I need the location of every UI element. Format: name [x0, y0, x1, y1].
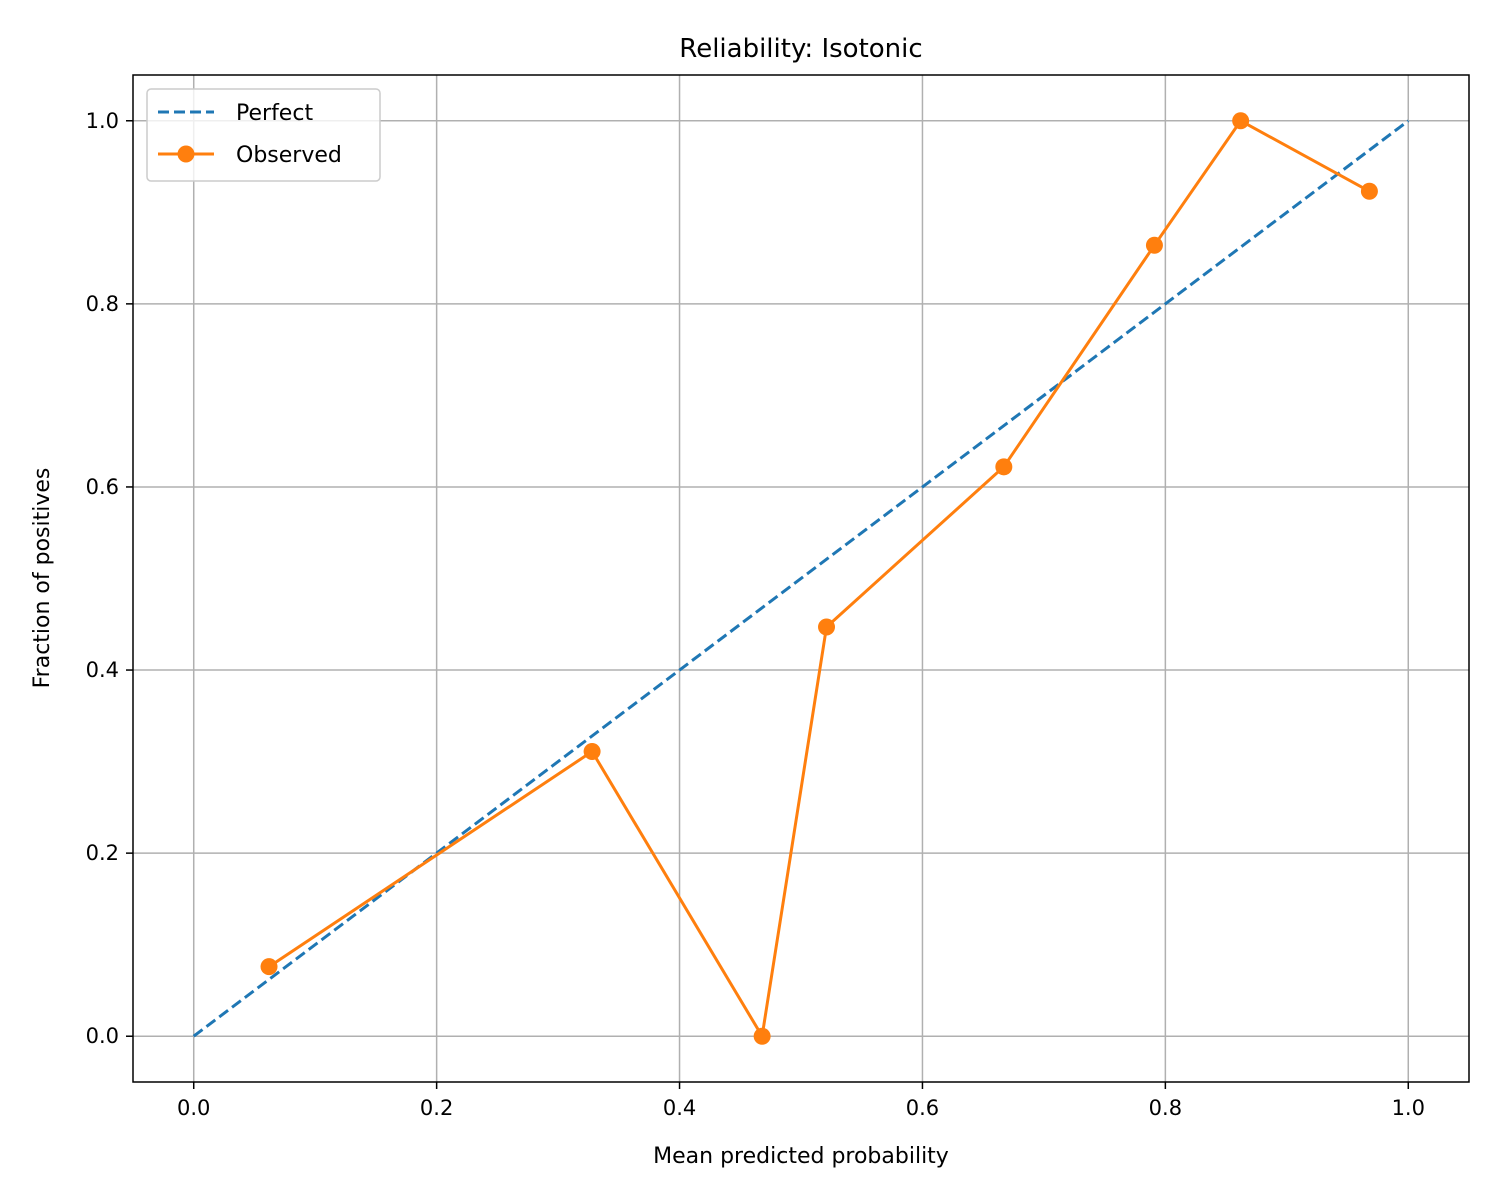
axis-ticks: 0.0 0.2 0.4 0.6 0.8 1.0 0.0 0.2 0.4 0.6 0.8 1.0 — [86, 109, 1425, 1120]
y-tick-label: 1.0 — [86, 109, 119, 133]
data-point-observed — [1145, 236, 1163, 254]
data-point-observed — [818, 618, 836, 636]
y-tick-label: 0.6 — [86, 475, 119, 499]
chart-title: Reliability: Isotonic — [679, 34, 922, 64]
y-tick-label: 0.8 — [86, 292, 119, 316]
data-point-observed — [260, 958, 278, 976]
legend-label-perfect: Perfect — [236, 101, 313, 126]
data-point-observed — [1232, 112, 1250, 130]
x-tick-label: 0.2 — [420, 1096, 453, 1120]
data-point-observed — [583, 743, 601, 761]
legend-label-observed: Observed — [236, 143, 342, 168]
data-point-observed — [753, 1027, 771, 1045]
data-point-observed — [995, 458, 1013, 476]
plot-series — [192, 112, 1410, 1045]
y-tick-label: 0.0 — [86, 1024, 119, 1048]
x-tick-label: 0.6 — [906, 1096, 939, 1120]
y-tick-label: 0.4 — [86, 658, 119, 682]
x-axis-label: Mean predicted probability — [653, 1144, 949, 1169]
data-point-observed — [1360, 182, 1378, 200]
plot-frame — [132, 74, 1470, 1083]
y-axis-label: Fraction of positives — [30, 468, 55, 689]
series-line-perfect — [192, 119, 1410, 1038]
series-line-observed — [268, 118, 1371, 1041]
y-tick-label: 0.2 — [86, 841, 119, 865]
legend-box — [146, 88, 381, 182]
x-tick-label: 0.0 — [177, 1096, 210, 1120]
legend: Perfect Observed — [146, 88, 381, 182]
grid — [133, 75, 1469, 1082]
x-tick-label: 0.4 — [663, 1096, 696, 1120]
legend-marker — [177, 145, 195, 163]
x-tick-label: 0.8 — [1149, 1096, 1182, 1120]
x-tick-label: 1.0 — [1392, 1096, 1425, 1120]
